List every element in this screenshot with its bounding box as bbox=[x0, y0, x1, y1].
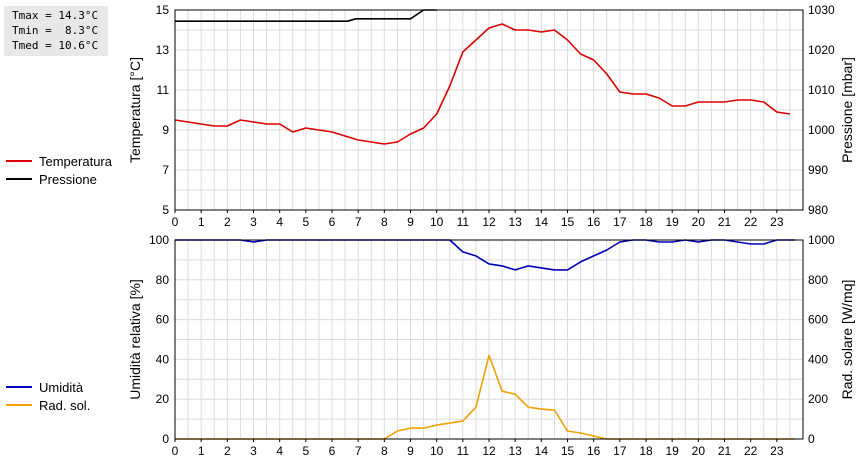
plot1-xtick-label: 14 bbox=[535, 215, 549, 229]
plot1-xtick-label: 2 bbox=[224, 215, 231, 229]
plot1-ytick-right-label: 1030 bbox=[808, 3, 835, 17]
plot2-xtick-label: 3 bbox=[250, 444, 257, 458]
plot1-xtick-label: 12 bbox=[482, 215, 496, 229]
plot2-xtick-label: 0 bbox=[172, 444, 179, 458]
plot2-xtick-label: 4 bbox=[276, 444, 283, 458]
plot1-xtick-label: 13 bbox=[508, 215, 522, 229]
plot1-xtick-label: 6 bbox=[329, 215, 336, 229]
plot1-xtick-label: 18 bbox=[639, 215, 653, 229]
plot1-xtick-label: 10 bbox=[430, 215, 444, 229]
plot1-xtick-label: 0 bbox=[172, 215, 179, 229]
plot2-ytick-right-label: 800 bbox=[808, 273, 828, 287]
tmed-text: Tmed = 10.6°C bbox=[12, 39, 99, 52]
plot1-xtick-label: 11 bbox=[457, 215, 470, 229]
legend-swatch-pressure bbox=[6, 178, 32, 180]
plot2-ytick-left-label: 60 bbox=[156, 313, 170, 327]
plot1-ytick-right-label: 1010 bbox=[808, 83, 835, 97]
plot1-ytick-left-label: 15 bbox=[156, 3, 170, 17]
plot1-ytick-left-label: 5 bbox=[162, 203, 169, 217]
plot2-xtick-label: 15 bbox=[561, 444, 575, 458]
plot2-xtick-label: 10 bbox=[430, 444, 444, 458]
plot1-xtick-label: 1 bbox=[198, 215, 205, 229]
plot2-ytick-right-label: 600 bbox=[808, 313, 828, 327]
plot2-xtick-label: 23 bbox=[770, 444, 784, 458]
plot2-ytick-left-label: 80 bbox=[156, 273, 170, 287]
plot2-xtick-label: 5 bbox=[302, 444, 309, 458]
plot2-xtick-label: 16 bbox=[587, 444, 601, 458]
plot2-xtick-label: 13 bbox=[508, 444, 522, 458]
plot1-xtick-label: 20 bbox=[692, 215, 706, 229]
plot2-xtick-label: 9 bbox=[407, 444, 414, 458]
plot1-xtick-label: 4 bbox=[276, 215, 283, 229]
plot2-xtick-label: 18 bbox=[639, 444, 653, 458]
plot1-ylabel-right: Pressione [mbar] bbox=[839, 57, 855, 163]
legend-swatch-temperature bbox=[6, 160, 32, 162]
plot1-ytick-left-label: 11 bbox=[157, 83, 170, 97]
plot1-ylabel-left: Temperatura [°C] bbox=[127, 57, 143, 163]
plot2-ytick-left-label: 100 bbox=[149, 233, 169, 247]
plot1-ytick-left-label: 13 bbox=[156, 43, 170, 57]
plot2-ytick-right-label: 0 bbox=[808, 432, 815, 446]
stats-box: Tmax = 14.3°C Tmin = 8.3°C Tmed = 10.6°C bbox=[4, 6, 108, 56]
series-line-radiation bbox=[175, 354, 796, 440]
legend-top: Temperatura Pressione bbox=[6, 152, 112, 188]
tmin-text: Tmin = 8.3°C bbox=[12, 24, 99, 37]
legend-swatch-humidity bbox=[6, 386, 32, 388]
plot1-xtick-label: 7 bbox=[355, 215, 362, 229]
series-line-temperature bbox=[174, 23, 791, 145]
plot1-ytick-right-label: 1020 bbox=[808, 43, 835, 57]
plot1-xtick-label: 9 bbox=[407, 215, 414, 229]
plot1-xtick-label: 22 bbox=[744, 215, 758, 229]
plot2-xtick-label: 20 bbox=[692, 444, 706, 458]
legend-item-temperature: Temperatura bbox=[6, 152, 112, 170]
legend-swatch-radiation bbox=[6, 404, 32, 406]
plot2-xtick-label: 17 bbox=[613, 444, 627, 458]
plot1-xtick-label: 19 bbox=[665, 215, 679, 229]
plot2-xtick-label: 7 bbox=[355, 444, 362, 458]
plot2-xtick-label: 14 bbox=[535, 444, 549, 458]
tmax-text: Tmax = 14.3°C bbox=[12, 9, 99, 22]
plot2-ytick-left-label: 20 bbox=[156, 392, 170, 406]
plot2-ytick-right-label: 1000 bbox=[808, 233, 835, 247]
plot1-xtick-label: 21 bbox=[718, 215, 732, 229]
plot1-xtick-label: 16 bbox=[587, 215, 601, 229]
plot2-ytick-left-label: 40 bbox=[156, 352, 170, 366]
plot1-ytick-right-label: 990 bbox=[808, 163, 828, 177]
plot2-xtick-label: 19 bbox=[665, 444, 679, 458]
plot1-xtick-label: 5 bbox=[302, 215, 309, 229]
plot1-ytick-left-label: 7 bbox=[162, 163, 169, 177]
plot2-xtick-label: 22 bbox=[744, 444, 758, 458]
plot2-ytick-left-label: 0 bbox=[162, 432, 169, 446]
plot2-ylabel-left: Umidità relativa [%] bbox=[127, 279, 143, 400]
legend-item-pressure: Pressione bbox=[6, 170, 112, 188]
plot1-xtick-label: 17 bbox=[613, 215, 627, 229]
plot2-xtick-label: 21 bbox=[718, 444, 732, 458]
legend-label-pressure: Pressione bbox=[39, 171, 97, 187]
plot1-xtick-label: 15 bbox=[561, 215, 575, 229]
legend-label-radiation: Rad. sol. bbox=[39, 397, 91, 413]
legend-item-radiation: Rad. sol. bbox=[6, 396, 90, 414]
series-line-humidity bbox=[175, 239, 796, 271]
plot1-ytick-right-label: 1000 bbox=[808, 123, 835, 137]
plot1-xtick-label: 8 bbox=[381, 215, 388, 229]
plot2-xtick-label: 12 bbox=[482, 444, 496, 458]
plot1-xtick-label: 3 bbox=[250, 215, 257, 229]
plot1-ytick-left-label: 9 bbox=[162, 123, 169, 137]
plot2-xtick-label: 1 bbox=[198, 444, 205, 458]
plot2-ytick-right-label: 200 bbox=[808, 392, 828, 406]
plot1-xtick-label: 23 bbox=[770, 215, 784, 229]
plot2-xtick-label: 8 bbox=[381, 444, 388, 458]
legend-bottom: Umidità Rad. sol. bbox=[6, 378, 90, 414]
plot2-ylabel-right: Rad. solare [W/mq] bbox=[839, 280, 855, 400]
legend-label-humidity: Umidità bbox=[39, 379, 84, 395]
legend-item-humidity: Umidità bbox=[6, 378, 90, 396]
plot2-xtick-label: 11 bbox=[457, 444, 470, 458]
plot2-xtick-label: 6 bbox=[329, 444, 336, 458]
plot1-ytick-right-label: 980 bbox=[808, 203, 828, 217]
plot2-xtick-label: 2 bbox=[224, 444, 231, 458]
plot2-ytick-right-label: 400 bbox=[808, 352, 828, 366]
legend-label-temperature: Temperatura bbox=[39, 153, 112, 169]
